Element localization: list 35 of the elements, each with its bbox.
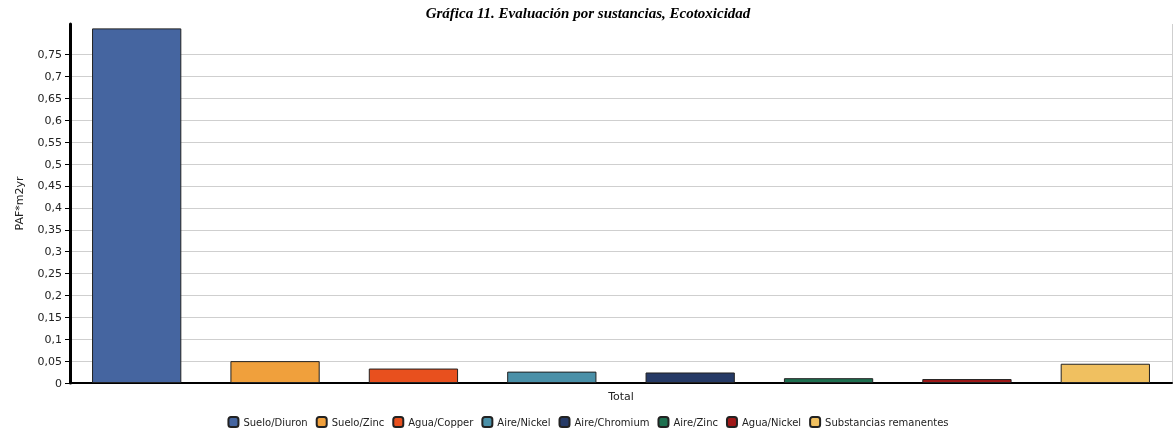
y-axis-title: PAF*m2yr bbox=[13, 176, 26, 231]
legend-label: Aire/Nickel bbox=[497, 416, 551, 428]
y-tick-label: 0,35 bbox=[37, 223, 62, 237]
y-tick-label: 0,75 bbox=[37, 48, 62, 62]
bar bbox=[1060, 363, 1150, 383]
y-tick-label: 0,45 bbox=[37, 179, 62, 193]
y-tick-label: 0,05 bbox=[37, 354, 62, 368]
x-tick-label: Total bbox=[607, 390, 634, 403]
y-tick-label: 0,15 bbox=[37, 310, 62, 324]
y-tick-label: 0,65 bbox=[37, 91, 62, 105]
chart-title: Gráfica 11. Evaluación por sustancias, Ecotoxicidad bbox=[425, 4, 751, 21]
bar bbox=[783, 378, 874, 383]
bar bbox=[92, 28, 182, 383]
legend-label: Aire/Zinc bbox=[673, 416, 718, 428]
y-tick-label: 0,25 bbox=[37, 267, 62, 281]
y-tick-label: 0,1 bbox=[44, 332, 62, 346]
bar bbox=[645, 372, 735, 383]
y-tick-label: 0,5 bbox=[44, 157, 62, 171]
legend-label: Suelo/Diuron bbox=[243, 416, 308, 428]
bar bbox=[368, 368, 459, 383]
y-tick-label: 0,3 bbox=[44, 245, 62, 259]
legend-label: Aire/Chromium bbox=[574, 416, 650, 428]
y-tick-label: 0 bbox=[55, 376, 62, 390]
y-tick-label: 0,4 bbox=[44, 201, 62, 215]
y-tick-label: 0,2 bbox=[44, 288, 62, 302]
bar bbox=[922, 379, 1012, 383]
legend-label: Agua/Nickel bbox=[741, 416, 802, 428]
legend-label: Suelo/Zinc bbox=[331, 416, 385, 428]
legend-label: Substancias remanentes bbox=[825, 416, 949, 428]
bar bbox=[507, 371, 597, 383]
legend-label: Agua/Copper bbox=[408, 416, 475, 428]
y-tick-label: 0,7 bbox=[44, 70, 62, 84]
y-tick-label: 0,6 bbox=[44, 113, 62, 127]
y-tick-label: 0,55 bbox=[37, 135, 62, 149]
bar bbox=[230, 361, 320, 383]
